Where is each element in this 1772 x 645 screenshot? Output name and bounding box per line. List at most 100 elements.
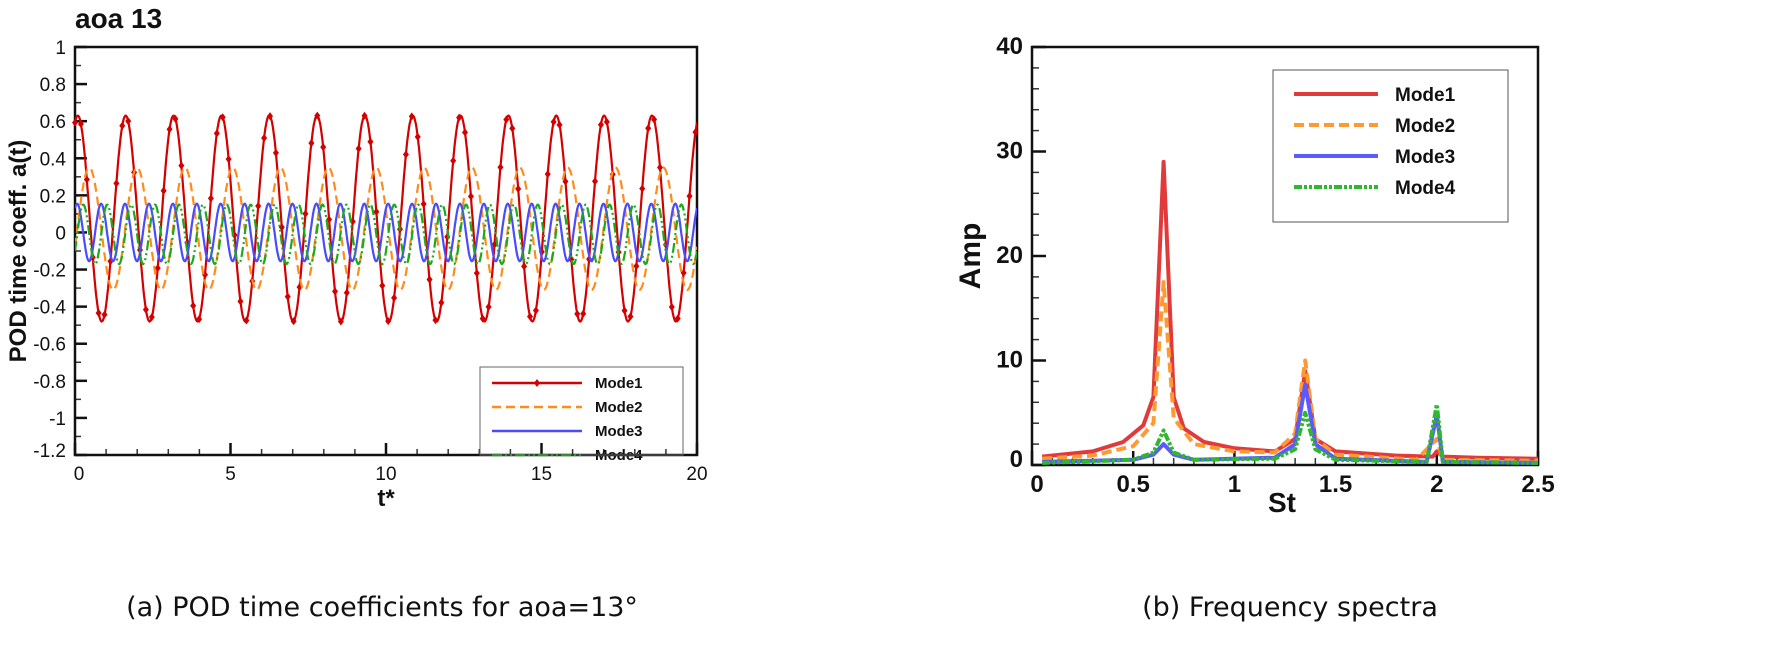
data-point-marker [361, 111, 368, 120]
y-tick-label: 20 [996, 242, 1023, 269]
y-tick-label: 0.6 [40, 112, 66, 133]
data-point-marker [656, 163, 663, 172]
y-tick-label: 0 [1010, 446, 1023, 473]
data-point-marker [414, 132, 421, 141]
data-point-marker [172, 114, 179, 123]
data-point-marker [426, 275, 433, 284]
data-point-marker [550, 117, 557, 126]
y-tick-label: 10 [996, 347, 1023, 374]
y-tick-label: -0.6 [33, 335, 66, 356]
data-point-marker [574, 309, 581, 318]
data-point-marker [467, 192, 474, 201]
data-point-marker [597, 120, 604, 129]
data-point-marker [461, 128, 468, 137]
chart-a-xlabel: t* [377, 485, 395, 512]
data-point-marker [473, 269, 480, 278]
data-point-marker [213, 129, 220, 138]
data-point-marker [166, 125, 173, 134]
legend-label-mode1: Mode1 [595, 375, 643, 392]
data-point-marker [331, 287, 338, 296]
x-tick-label: 2 [1430, 471, 1443, 498]
y-tick-label: 1 [55, 38, 66, 59]
legend-label-mode2: Mode2 [595, 399, 643, 416]
series-line-mode1 [75, 114, 697, 323]
data-point-marker [72, 118, 78, 127]
y-tick-label: -0.4 [33, 298, 66, 319]
series-line-mode3 [75, 202, 697, 263]
data-point-marker [391, 293, 398, 302]
data-point-marker [243, 316, 250, 325]
data-point-marker [408, 112, 415, 121]
x-tick-label: 5 [225, 464, 236, 485]
x-tick-label: 1 [1228, 471, 1241, 498]
data-point-marker [432, 316, 439, 325]
data-point-marker [272, 148, 279, 157]
data-point-marker [686, 192, 693, 201]
x-tick-label: 1.5 [1319, 471, 1352, 498]
data-point-marker [668, 302, 675, 311]
data-point-marker [515, 184, 522, 193]
data-point-marker [639, 184, 646, 193]
data-point-marker [113, 179, 120, 188]
data-point-marker [580, 309, 587, 318]
data-point-marker [485, 302, 492, 311]
data-point-marker [627, 312, 634, 321]
y-tick-label: -0.2 [33, 261, 66, 282]
data-point-marker [125, 117, 132, 126]
chart-b-xlabel: St [1268, 487, 1296, 518]
y-tick-label: 0.8 [40, 75, 66, 96]
data-point-marker [308, 139, 315, 148]
data-point-marker [261, 134, 268, 143]
x-tick-label: 0 [1030, 471, 1043, 498]
data-point-marker [101, 310, 108, 319]
data-point-marker [219, 113, 226, 122]
data-point-marker [77, 119, 84, 128]
series-line-mode1 [1041, 159, 1539, 461]
series-line-mode2 [1041, 280, 1539, 463]
x-tick-label: 0.5 [1117, 471, 1150, 498]
chart-a-ylabel: POD time coeff. a(t) [5, 140, 32, 363]
plot-frame [1030, 45, 1540, 467]
data-point-marker [692, 128, 699, 137]
data-point-marker [603, 117, 610, 126]
data-point-marker [509, 124, 516, 133]
chart-b-ylabel: Amp [954, 223, 987, 290]
legend-label-mode3: Mode3 [595, 423, 643, 440]
data-point-marker [255, 201, 262, 210]
data-point-marker [591, 177, 598, 186]
data-point-marker [190, 301, 197, 310]
data-point-marker [284, 292, 291, 301]
data-point-marker [674, 314, 681, 323]
data-point-marker [532, 306, 539, 315]
data-point-marker [526, 312, 533, 321]
data-point-marker [497, 163, 504, 172]
data-point-marker [154, 264, 161, 273]
data-point-marker [337, 317, 344, 326]
x-tick-label: 0 [74, 464, 85, 485]
data-point-marker [503, 115, 510, 124]
data-point-marker [355, 144, 362, 153]
data-point-marker [290, 317, 297, 326]
y-tick-label: 30 [996, 138, 1023, 165]
y-tick-label: -1.2 [33, 441, 66, 462]
data-point-marker [148, 313, 155, 322]
data-point-marker [479, 314, 486, 323]
data-point-marker [450, 156, 457, 165]
data-point-marker [343, 288, 350, 297]
y-tick-label: 0 [55, 223, 66, 244]
y-tick-label: 0.2 [40, 186, 66, 207]
data-point-marker [320, 143, 327, 152]
data-point-marker [645, 124, 652, 133]
x-tick-label: 20 [686, 464, 707, 485]
data-point-marker [402, 150, 409, 159]
data-point-marker [160, 186, 167, 195]
legend-label-mode4: Mode4 [1395, 178, 1456, 199]
chart-a-title: aoa 13 [75, 3, 162, 34]
data-point-marker [633, 262, 640, 271]
data-point-marker [556, 120, 563, 129]
data-point-marker [379, 281, 386, 290]
data-point-marker [196, 315, 203, 324]
legend-box [479, 366, 684, 456]
data-point-marker [266, 112, 273, 121]
x-tick-label: 2.5 [1521, 471, 1554, 498]
